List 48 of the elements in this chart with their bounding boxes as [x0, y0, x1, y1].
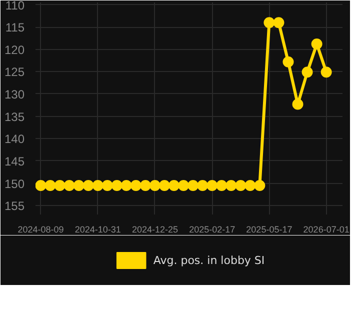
point: [44, 180, 56, 191]
point: [158, 180, 170, 191]
point: [311, 38, 322, 50]
y-tick-label: 150: [4, 176, 25, 191]
y-tick-label: 145: [4, 154, 25, 168]
point: [197, 180, 208, 191]
point: [130, 180, 142, 191]
point: [302, 66, 313, 78]
x-tick-label: 2024-10-31: [74, 224, 121, 234]
y-tick-label: 130: [4, 87, 25, 102]
point: [140, 180, 151, 191]
point: [64, 180, 75, 191]
point: [254, 180, 266, 191]
y-tick-label: 115: [5, 20, 25, 35]
point: [149, 180, 160, 191]
y-tick-label: 155: [4, 199, 25, 214]
y-tick-label: 135: [4, 110, 25, 124]
point: [102, 180, 113, 191]
x-tick-label: 2025-02-17: [189, 224, 236, 234]
point: [264, 17, 275, 28]
point: [36, 180, 46, 191]
point: [120, 180, 132, 191]
x-tick-label: 2024-08-09: [18, 224, 64, 234]
point: [235, 180, 246, 191]
legend-label: Avg. pos. in lobby SI: [153, 254, 265, 266]
point: [320, 66, 332, 78]
point: [216, 180, 228, 191]
y-tick-label: 120: [4, 42, 25, 57]
x-tick-label: 2025-05-17: [246, 224, 292, 234]
point: [73, 180, 84, 191]
point: [244, 180, 256, 191]
point: [178, 180, 190, 191]
point: [111, 180, 122, 191]
point: [168, 180, 180, 191]
point: [206, 180, 218, 191]
point: [273, 17, 284, 28]
y-tick-label: 125: [4, 65, 25, 80]
point: [292, 98, 304, 110]
x-tick-label: 2024-12-25: [132, 224, 178, 234]
y-tick-label: 140: [4, 132, 25, 146]
point: [92, 180, 104, 191]
point: [82, 180, 94, 191]
point: [282, 56, 294, 68]
point: [188, 180, 199, 191]
point: [226, 180, 237, 191]
y-tick-label: 110: [5, 0, 25, 12]
x-tick-label: 2026-07-01: [303, 224, 350, 234]
point: [54, 180, 66, 191]
